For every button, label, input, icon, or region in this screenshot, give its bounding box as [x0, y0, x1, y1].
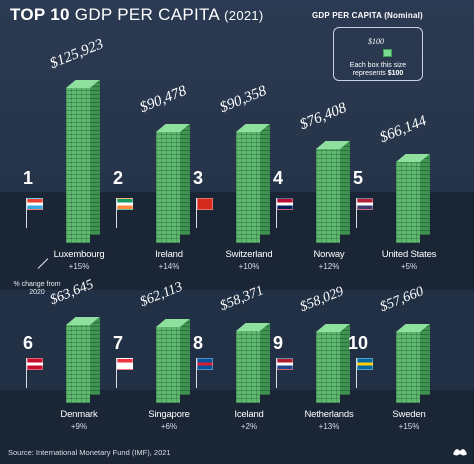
country-label: Denmark [60, 409, 98, 420]
bar-side [90, 317, 100, 395]
rank-number: 4 [273, 168, 284, 188]
bar-front [66, 325, 90, 403]
flag-pole [116, 358, 117, 388]
country-label: Singapore [148, 409, 190, 420]
title-rest: GDP PER CAPITA [74, 5, 220, 24]
change-label: +15% [398, 422, 420, 431]
country-flag-icon [117, 198, 133, 210]
flag-pole [26, 358, 27, 388]
country-flag-icon [357, 358, 373, 370]
country-label: Ireland [155, 249, 183, 260]
change-label: +10% [238, 262, 260, 271]
rank-number: 9 [273, 333, 284, 353]
change-label: +5% [400, 262, 418, 271]
rank-number: 2 [113, 168, 124, 188]
bar-side [260, 323, 270, 395]
change-label: +13% [318, 422, 340, 431]
rank-number: 8 [193, 333, 204, 353]
title-year: (2021) [224, 8, 264, 23]
bar-front [236, 331, 260, 403]
flag-pole [276, 198, 277, 228]
country-label: Iceland [234, 409, 264, 420]
country-flag-icon [27, 358, 43, 370]
country-flag-icon [117, 358, 133, 370]
legend-amount: $100 [368, 37, 384, 46]
title-main: TOP 10 [10, 5, 70, 24]
country-label: Switzerland [225, 249, 273, 260]
country-label: Norway [313, 249, 345, 260]
bar-side [420, 154, 430, 235]
country-flag-icon [357, 198, 373, 210]
bar-front [66, 88, 90, 243]
legend-cube-icon [383, 49, 392, 57]
rank-number: 6 [23, 333, 34, 353]
bar-side [90, 80, 100, 235]
chart-title: TOP 10 GDP PER CAPITA (2021) [10, 5, 264, 25]
legend-text: Each box this size represents $100 [336, 62, 420, 78]
source-note: Source: International Monetary Fund (IMF… [8, 448, 171, 457]
rank-number: 1 [23, 168, 34, 188]
change-label: +2% [240, 422, 258, 431]
rank-number: 10 [348, 333, 369, 353]
flag-pole [196, 358, 197, 388]
bar-front [396, 162, 420, 243]
legend-text-value: $100 [387, 70, 404, 77]
rank-number: 7 [113, 333, 124, 353]
change-label: +12% [318, 262, 340, 271]
bar-front [316, 149, 340, 243]
flag-pole [356, 358, 357, 388]
flag-pole [356, 198, 357, 228]
bar-side [180, 124, 190, 235]
country-flag-icon [197, 198, 213, 210]
change-label: +14% [158, 262, 180, 271]
bar-side [420, 324, 430, 395]
logo-icon [453, 449, 467, 456]
change-label: +9% [70, 422, 88, 431]
bar-front [396, 332, 420, 403]
legend-text-pre: represents [352, 70, 386, 77]
country-flag-icon [27, 198, 43, 210]
country-label: Luxembourg [53, 249, 105, 260]
country-label: Netherlands [304, 409, 354, 420]
bar-side [340, 141, 350, 235]
country-label: United States [381, 249, 437, 260]
change-label: +6% [160, 422, 178, 431]
flag-pole [276, 358, 277, 388]
change-note: % change from 2020 [13, 281, 61, 296]
bar-side [260, 124, 270, 235]
bar-front [156, 132, 180, 243]
country-flag-icon [277, 198, 293, 210]
bar-side [340, 324, 350, 395]
country-flag-icon [277, 358, 293, 370]
rank-number: 5 [353, 168, 364, 188]
rank-number: 3 [193, 168, 204, 188]
flag-pole [116, 198, 117, 228]
legend-heading: GDP PER CAPITA (Nominal) [312, 11, 423, 20]
change-label: +15% [68, 262, 90, 271]
legend-text-line1: Each box this size [349, 62, 407, 69]
legend-box: $100 Each box this size represents $100 [333, 27, 423, 81]
bar-front [236, 132, 260, 243]
country-label: Sweden [392, 409, 426, 420]
flag-pole [26, 198, 27, 228]
bar-front [156, 327, 180, 403]
bar-front [316, 332, 340, 403]
flag-pole [196, 198, 197, 228]
country-flag-icon [197, 358, 213, 370]
bar-side [180, 319, 190, 395]
